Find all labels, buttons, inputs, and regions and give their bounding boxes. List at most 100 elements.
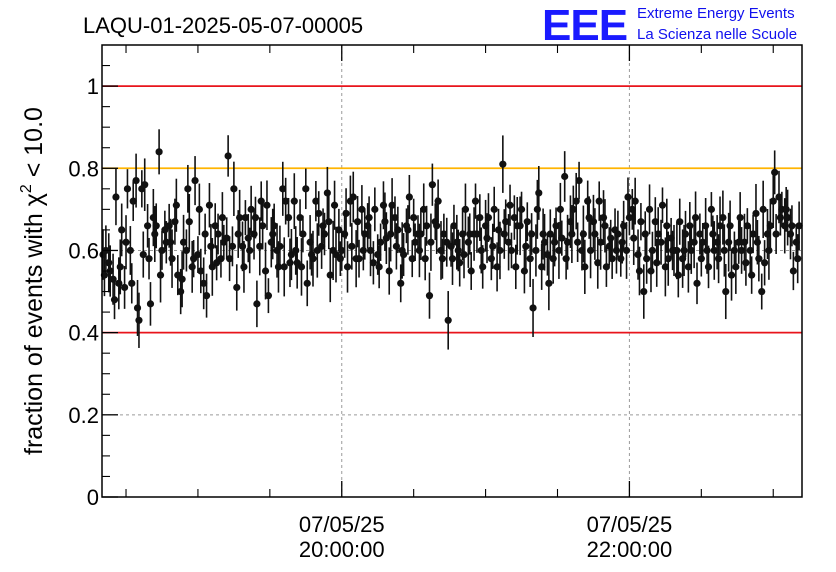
data-point	[444, 291, 452, 350]
data-point	[182, 229, 191, 272]
data-point	[614, 210, 622, 258]
point-marker	[697, 255, 705, 263]
point-marker	[270, 222, 278, 230]
data-point	[205, 183, 214, 228]
point-marker	[302, 185, 310, 193]
data-point	[628, 188, 636, 230]
data-point	[145, 237, 153, 280]
data-point	[423, 205, 431, 246]
data-point	[640, 264, 648, 319]
data-point	[769, 174, 777, 228]
data-point	[743, 208, 751, 244]
point-marker	[568, 230, 576, 238]
data-point	[716, 196, 724, 256]
point-marker	[674, 271, 682, 279]
data-point	[122, 215, 130, 270]
data-point	[795, 201, 803, 251]
data-point	[602, 246, 610, 287]
point-marker	[341, 230, 349, 238]
point-marker	[742, 259, 750, 267]
data-point	[461, 183, 470, 236]
data-point	[456, 239, 464, 287]
data-point	[338, 230, 346, 271]
point-marker	[276, 242, 284, 250]
data-point	[236, 189, 244, 246]
point-marker	[318, 242, 326, 250]
point-marker	[335, 226, 343, 234]
data-point	[132, 153, 140, 208]
data-point	[643, 233, 651, 284]
point-marker	[555, 246, 563, 255]
point-marker	[425, 292, 434, 300]
point-marker	[464, 238, 472, 246]
point-marker	[143, 222, 152, 230]
data-point	[533, 179, 541, 239]
data-point	[336, 241, 344, 277]
point-marker	[612, 246, 621, 255]
point-marker	[748, 271, 756, 279]
point-marker	[699, 238, 707, 246]
data-point	[168, 229, 176, 288]
data-point	[620, 200, 628, 251]
point-marker	[155, 148, 163, 156]
point-marker	[772, 230, 780, 238]
point-marker	[211, 222, 219, 230]
data-point	[223, 217, 231, 259]
point-marker	[602, 263, 610, 271]
point-marker	[408, 255, 416, 263]
data-point	[555, 221, 563, 279]
point-marker	[359, 246, 367, 255]
data-point	[622, 222, 631, 279]
data-point	[218, 192, 226, 244]
point-marker	[264, 292, 273, 300]
point-marker	[483, 234, 491, 242]
point-marker	[240, 263, 248, 271]
point-marker	[365, 213, 373, 222]
point-marker	[622, 246, 631, 255]
point-marker	[782, 205, 790, 213]
point-marker	[510, 213, 518, 222]
data-point	[664, 231, 672, 286]
data-point	[233, 264, 241, 311]
data-point	[371, 187, 379, 232]
data-point	[106, 245, 114, 297]
point-marker	[620, 222, 628, 230]
point-marker	[776, 213, 785, 222]
data-point	[112, 168, 120, 226]
point-marker	[467, 267, 475, 275]
data-point	[211, 203, 219, 249]
point-marker	[224, 152, 232, 160]
data-point	[714, 234, 723, 284]
data-point	[586, 222, 595, 279]
data-point	[190, 240, 198, 278]
y-axis-label: fraction of events with χ2 < 10.0	[18, 107, 48, 455]
point-marker	[661, 263, 669, 271]
point-marker	[247, 205, 255, 213]
data-point	[635, 246, 644, 296]
point-marker	[572, 197, 580, 205]
data-point	[489, 223, 497, 269]
data-point	[765, 221, 773, 280]
data-point	[404, 205, 412, 255]
point-marker	[471, 197, 480, 205]
data-point	[648, 231, 657, 270]
point-marker	[172, 201, 180, 209]
data-point	[397, 264, 405, 303]
data-point	[326, 248, 334, 303]
data-point	[742, 239, 750, 286]
point-marker	[145, 255, 153, 263]
point-marker	[743, 222, 751, 230]
data-point	[318, 223, 326, 269]
data-point	[348, 223, 356, 270]
point-marker	[690, 238, 698, 246]
point-marker	[421, 255, 429, 263]
point-marker	[428, 181, 436, 189]
data-point	[425, 272, 434, 319]
point-marker	[450, 222, 458, 230]
point-marker	[506, 201, 514, 209]
point-marker	[522, 242, 530, 250]
point-marker	[205, 201, 214, 209]
data-point	[202, 273, 211, 318]
data-point	[546, 209, 554, 259]
point-marker	[116, 263, 124, 271]
